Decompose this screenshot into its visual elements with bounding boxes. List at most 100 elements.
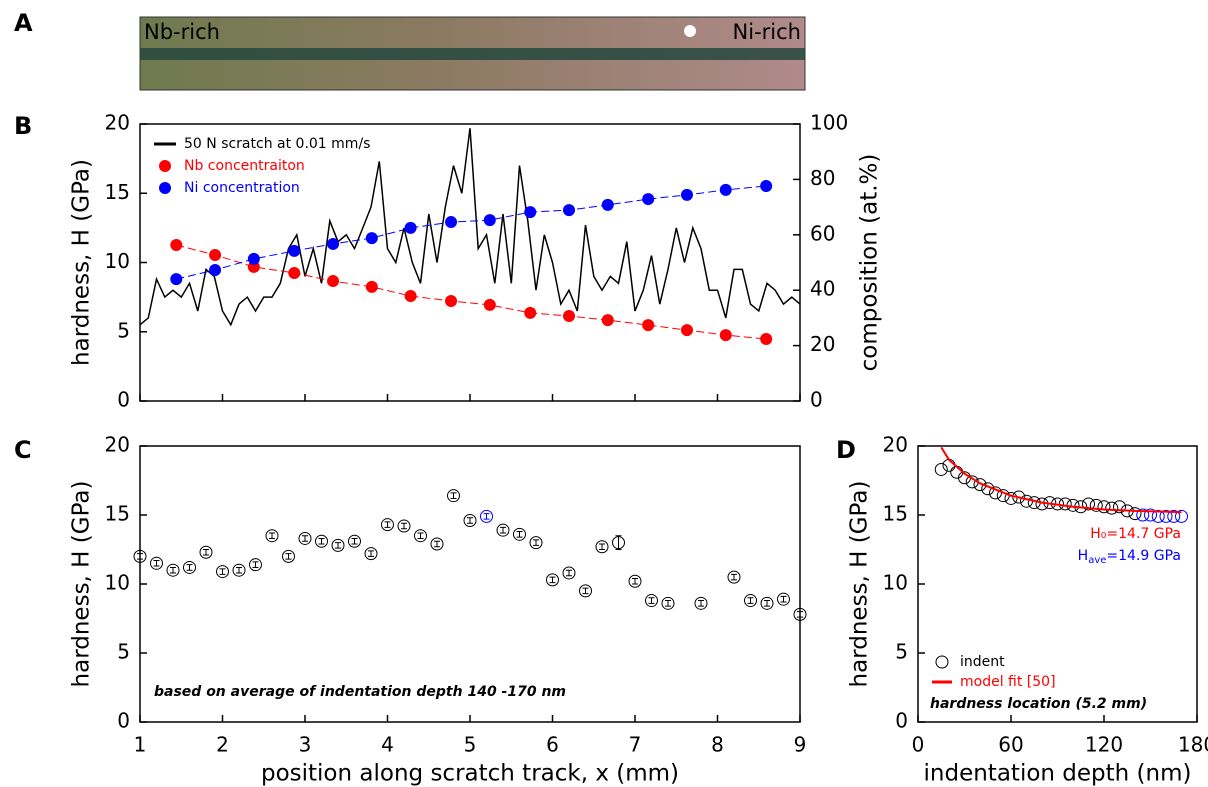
data-point bbox=[170, 273, 183, 286]
y2-axis-label: composition (at.%) bbox=[857, 154, 883, 372]
data-point bbox=[209, 263, 222, 276]
x-tick-label: 3 bbox=[299, 733, 312, 757]
legend-label: model fit [50] bbox=[960, 674, 1056, 690]
data-point bbox=[483, 298, 496, 311]
data-point bbox=[1097, 500, 1111, 514]
x-tick-label: 9 bbox=[794, 733, 807, 757]
y-tick-label: 0 bbox=[117, 388, 130, 412]
y-axis-label: hardness, H (GPa) bbox=[69, 481, 95, 688]
data-point bbox=[612, 536, 625, 550]
ave-label: Have=14.9 GPa bbox=[1078, 548, 1181, 566]
y2-tick-label: 100 bbox=[810, 111, 848, 135]
error-bar bbox=[599, 543, 605, 550]
data-point bbox=[793, 607, 807, 621]
data-point bbox=[1167, 509, 1181, 523]
panel-letter: C bbox=[14, 436, 32, 464]
data-point bbox=[1089, 498, 1103, 512]
data-point bbox=[680, 188, 693, 201]
data-point bbox=[760, 332, 773, 345]
x-tick-label: 180 bbox=[1178, 733, 1208, 757]
y2-tick-label: 20 bbox=[810, 332, 835, 356]
error-bar bbox=[797, 611, 803, 618]
y-tick-label: 15 bbox=[883, 502, 908, 526]
data-point bbox=[579, 584, 592, 598]
data-point bbox=[777, 592, 790, 606]
data-point bbox=[1159, 509, 1173, 523]
x-tick-label: 60 bbox=[998, 733, 1023, 757]
series-line bbox=[940, 446, 1182, 514]
y-tick-label: 15 bbox=[105, 502, 130, 526]
data-point bbox=[719, 329, 732, 342]
data-point bbox=[1144, 508, 1157, 522]
x-tick-label: 7 bbox=[629, 733, 642, 757]
data-point bbox=[404, 290, 417, 303]
plot-frame bbox=[139, 445, 801, 723]
data-point bbox=[645, 594, 658, 608]
data-point bbox=[595, 540, 609, 554]
data-point bbox=[1105, 501, 1119, 515]
data-point bbox=[298, 531, 312, 545]
error-bar bbox=[236, 566, 242, 574]
legend-label: 50 N scratch at 0.01 mm/s bbox=[184, 136, 370, 152]
ave-symbol: H bbox=[1078, 548, 1089, 564]
error-bar bbox=[153, 560, 160, 567]
data-point bbox=[331, 538, 345, 552]
y-tick-label: 10 bbox=[883, 571, 908, 595]
data-point bbox=[934, 462, 948, 476]
x-tick-label: 5 bbox=[464, 733, 477, 757]
y-tick-label: 0 bbox=[895, 709, 908, 733]
error-bar bbox=[483, 513, 490, 520]
data-point bbox=[513, 527, 526, 541]
data-point bbox=[282, 549, 295, 563]
error-bar bbox=[632, 577, 638, 585]
data-point bbox=[1113, 500, 1126, 514]
data-point bbox=[381, 518, 394, 532]
error-bar bbox=[203, 549, 209, 556]
error-bar bbox=[219, 568, 226, 575]
y-tick-label: 0 bbox=[117, 709, 130, 733]
error-bar bbox=[516, 531, 523, 538]
data-point bbox=[563, 309, 575, 322]
data-point bbox=[628, 574, 642, 588]
ave-value: =14.9 GPa bbox=[1106, 548, 1181, 564]
legend-label: indent bbox=[960, 654, 1005, 670]
data-point bbox=[642, 193, 655, 206]
y2-tick-label: 60 bbox=[810, 221, 835, 245]
x-tick-label: 6 bbox=[546, 733, 559, 757]
error-bar bbox=[566, 569, 572, 577]
legend-swatch bbox=[159, 160, 171, 172]
data-point bbox=[365, 232, 378, 245]
data-point bbox=[480, 509, 493, 523]
legend-label: Ni concentration bbox=[184, 180, 300, 196]
data-point bbox=[327, 275, 340, 288]
data-point bbox=[483, 214, 496, 227]
x-tick-label: 1 bbox=[134, 733, 147, 757]
error-bar bbox=[401, 522, 407, 530]
y-tick-label: 10 bbox=[105, 249, 130, 273]
data-point bbox=[1136, 508, 1150, 522]
data-point bbox=[563, 204, 575, 217]
data-point bbox=[414, 529, 427, 543]
y-tick-label: 5 bbox=[895, 640, 908, 664]
error-bar bbox=[186, 564, 193, 571]
x-axis-label: indentation depth (nm) bbox=[924, 761, 1192, 787]
legend-label: Nb concentraiton bbox=[184, 158, 305, 174]
error-bar bbox=[302, 535, 308, 542]
y-tick-label: 20 bbox=[883, 433, 908, 457]
marker-dot bbox=[684, 25, 696, 37]
error-bar bbox=[450, 492, 457, 499]
data-point bbox=[150, 556, 163, 570]
x-tick-label: 120 bbox=[1085, 733, 1123, 757]
panel-letter: A bbox=[14, 9, 33, 37]
strip-label: Nb-rich bbox=[144, 20, 220, 44]
data-point bbox=[760, 180, 773, 193]
annotation: based on average of indentation depth 14… bbox=[154, 684, 566, 700]
data-point bbox=[288, 267, 301, 280]
panel-letter: B bbox=[14, 112, 32, 140]
data-point bbox=[1082, 497, 1095, 511]
data-point bbox=[348, 534, 361, 548]
data-point bbox=[1175, 509, 1188, 523]
data-point bbox=[1020, 494, 1033, 508]
data-point bbox=[199, 545, 213, 559]
x-tick-label: 4 bbox=[381, 733, 394, 757]
